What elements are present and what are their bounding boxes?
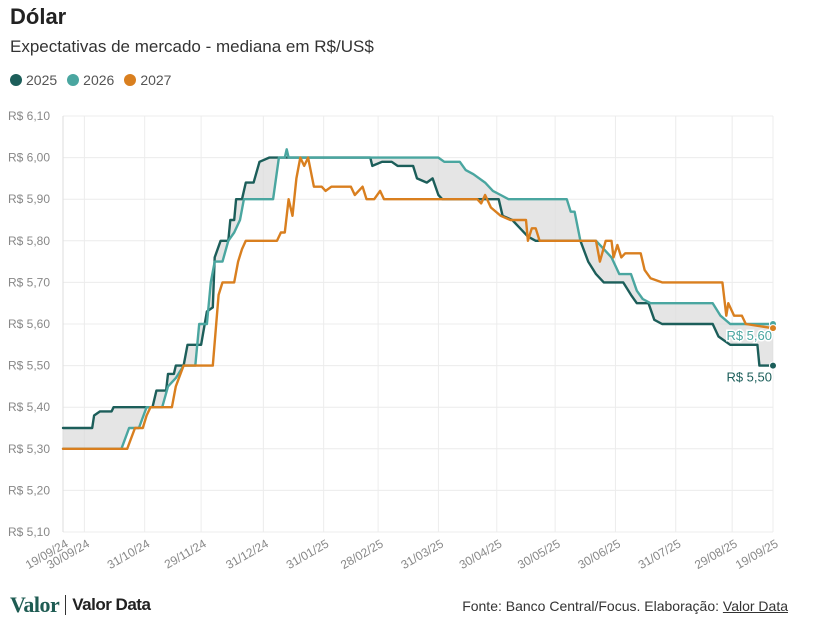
end-label-2025: R$ 5,50 — [726, 370, 772, 385]
y-tick-label: R$ 5,80 — [8, 234, 50, 248]
y-tick-label: R$ 5,30 — [8, 442, 50, 456]
footer-logo: Valor Valor Data — [10, 592, 151, 618]
x-tick-label: 30/04/25 — [457, 536, 505, 572]
source-link[interactable]: Valor Data — [722, 598, 788, 614]
y-tick-label: R$ 5,20 — [8, 483, 50, 497]
y-tick-label: R$ 5,60 — [8, 317, 50, 331]
x-tick-label: 29/11/24 — [162, 536, 209, 571]
series-line-2025 — [61, 156, 775, 430]
valor-logo: Valor — [10, 592, 60, 617]
x-tick-label: 28/02/25 — [338, 536, 386, 572]
valor-data-logo: Valor Data — [72, 595, 151, 614]
end-point-2025 — [769, 361, 777, 370]
legend-swatch-2026 — [67, 74, 80, 86]
series-line-2026 — [61, 148, 775, 450]
x-tick-label: 31/12/24 — [223, 536, 271, 572]
x-tick-label: 30/06/25 — [575, 536, 623, 572]
end-label-2026: R$ 5,60 — [726, 328, 772, 343]
y-tick-label: R$ 6,00 — [8, 151, 50, 165]
y-tick-label: R$ 6,10 — [8, 109, 50, 123]
y-tick-label: R$ 5,70 — [8, 275, 50, 289]
x-tick-label: 30/05/25 — [515, 536, 563, 572]
logo-divider — [65, 595, 67, 615]
legend: 2025 2026 2027 — [10, 72, 171, 88]
legend-item-2026[interactable]: 2026 — [67, 72, 114, 88]
x-tick-label: 31/07/25 — [636, 536, 684, 572]
legend-swatch-2027 — [124, 74, 137, 86]
legend-label-2027: 2027 — [140, 72, 172, 88]
band-2025-2026 — [63, 152, 773, 449]
legend-label-2026: 2026 — [83, 72, 115, 88]
x-tick-label: 31/01/25 — [284, 536, 332, 572]
source-text: Fonte: Banco Central/Focus. Elaboração: — [462, 598, 723, 614]
x-tick-label: 31/10/24 — [105, 536, 153, 572]
source-note: Fonte: Banco Central/Focus. Elaboração: … — [462, 598, 788, 614]
x-tick-label: 19/09/25 — [733, 536, 781, 572]
y-tick-label: R$ 5,50 — [8, 359, 50, 373]
y-tick-label: R$ 5,90 — [8, 192, 50, 206]
chart-title: Dólar — [10, 4, 67, 29]
x-tick-label: 31/03/25 — [398, 536, 446, 572]
legend-swatch-2025 — [10, 74, 22, 86]
x-tick-label: 29/08/25 — [692, 536, 740, 572]
legend-item-2025[interactable]: 2025 — [10, 72, 57, 88]
y-tick-label: R$ 5,10 — [8, 525, 50, 539]
chart-subtitle: Expectativas de mercado - mediana em R$/… — [10, 37, 374, 56]
end-point-2027 — [769, 324, 777, 333]
legend-label-2025: 2025 — [26, 72, 58, 88]
legend-item-2027[interactable]: 2027 — [124, 72, 171, 88]
series-line-2027 — [61, 156, 775, 450]
y-tick-label: R$ 5,40 — [8, 400, 50, 414]
